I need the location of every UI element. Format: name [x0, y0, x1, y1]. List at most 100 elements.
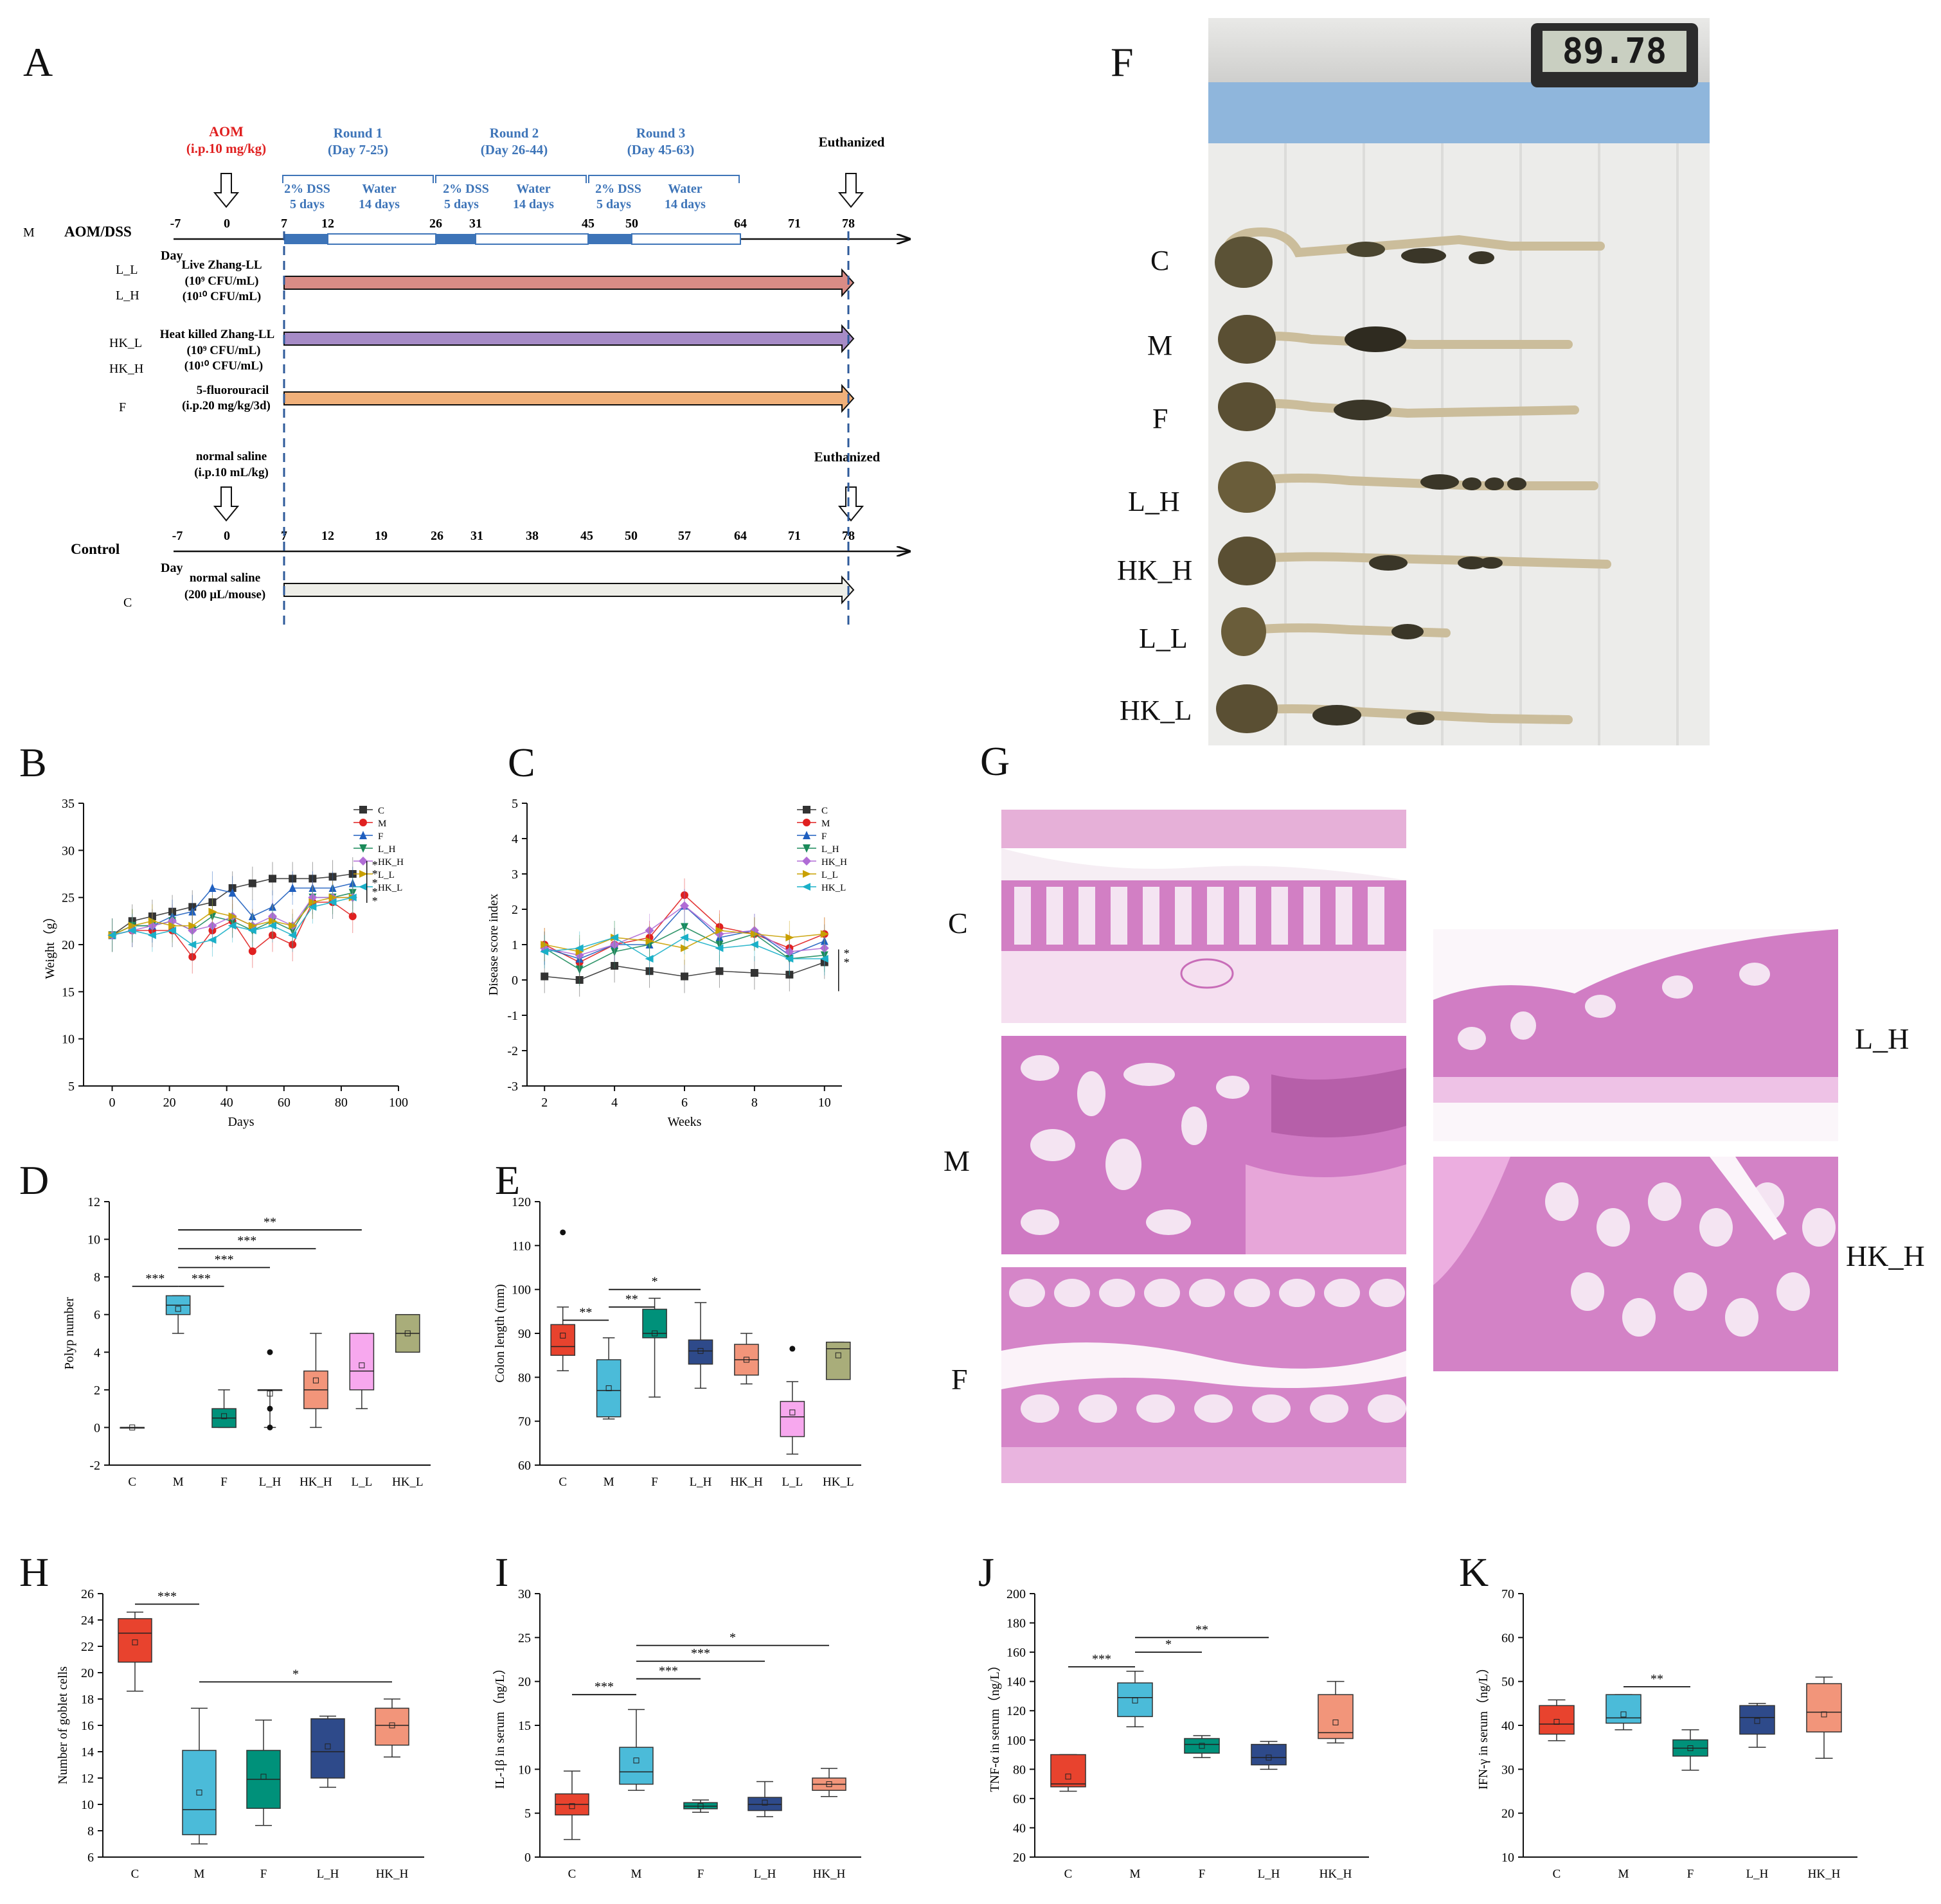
mean-marker — [221, 1413, 228, 1419]
y-tick-label: 6 — [87, 1851, 94, 1865]
y-tick-label: 20 — [1501, 1807, 1514, 1821]
data-point — [803, 806, 810, 814]
data-point — [680, 934, 688, 941]
heat-dose-1: (10⁹ CFU/mL) — [187, 344, 261, 357]
y-tick-label: 12 — [87, 1195, 100, 1209]
mean-marker — [1553, 1719, 1560, 1725]
outlier-point — [267, 1424, 273, 1430]
sig-label: *** — [659, 1664, 678, 1678]
svg-text:64: 64 — [734, 217, 747, 231]
top-ticks: -7 0 7 12 26 31 45 50 64 71 78 — [170, 217, 855, 231]
data-point — [541, 941, 550, 948]
data-point — [575, 965, 584, 974]
data-point — [359, 806, 367, 814]
fu-dose: (i.p.20 mg/kg/3d) — [182, 399, 271, 413]
histology-m — [1001, 1036, 1406, 1254]
mean-marker — [762, 1799, 768, 1806]
x-tick-label: C — [128, 1475, 136, 1489]
x-tick-label: C — [559, 1475, 567, 1489]
y-tick-label: -2 — [89, 1459, 100, 1473]
data-point — [785, 934, 794, 941]
x-tick-label: C — [131, 1867, 139, 1881]
round2-water: Water — [516, 182, 550, 196]
y-tick-label: 160 — [1006, 1646, 1026, 1660]
svg-text:78: 78 — [842, 217, 855, 231]
data-point — [348, 893, 357, 902]
caliper-reading: 89.78 — [1543, 31, 1686, 72]
svg-text:50: 50 — [625, 217, 638, 231]
round3-dss-days: 5 days — [596, 197, 631, 211]
mean-marker — [1687, 1745, 1694, 1752]
data-point — [715, 944, 724, 952]
data-point — [188, 921, 197, 930]
box-HK_H — [1806, 1683, 1842, 1732]
m-label: M — [23, 226, 35, 240]
dss-water-bars — [284, 233, 741, 245]
aom-arrow-icon — [213, 173, 240, 208]
data-point — [208, 884, 217, 892]
live-treatment-bar — [283, 268, 855, 298]
y-tick-label: 30 — [518, 1587, 531, 1601]
panel-label-k: K — [1459, 1549, 1489, 1595]
data-point — [268, 921, 276, 930]
data-point — [359, 857, 368, 866]
round2-dss: 2% DSS — [443, 182, 489, 196]
data-point — [208, 907, 217, 916]
legend-label: L_L — [821, 870, 838, 880]
x-tick-label: L_H — [1746, 1867, 1769, 1881]
mean-marker — [260, 1774, 267, 1780]
data-point — [359, 844, 367, 853]
data-point — [802, 857, 811, 866]
mean-marker — [196, 1790, 202, 1796]
box-HK_L — [825, 1341, 851, 1380]
legend-label: F — [378, 832, 383, 842]
y-tick-label: 30 — [62, 844, 75, 858]
panel-label-g: G — [980, 738, 1010, 784]
data-point — [188, 926, 197, 935]
x-tick-label: HK_H — [1808, 1867, 1841, 1881]
ifng-box-chart: 10 20 30 40 50 60 70 IFN-γ in serum（ng/L） C M F L_H… — [1476, 1587, 1857, 1881]
y-tick-label: 10 — [518, 1763, 531, 1777]
y-tick-label: 25 — [62, 891, 75, 905]
data-point — [208, 921, 217, 930]
mean-marker — [175, 1306, 181, 1312]
box-F — [1184, 1738, 1220, 1754]
x-tick-label: HK_L — [392, 1475, 424, 1489]
box-C — [1539, 1705, 1575, 1735]
photo-label-m: M — [1147, 330, 1173, 361]
x-tick-label: HK_L — [823, 1475, 854, 1489]
data-point — [188, 941, 197, 948]
sig-label: ** — [625, 1292, 638, 1306]
mean-marker — [835, 1352, 841, 1358]
saline-dose: (i.p.10 mL/kg) — [194, 466, 269, 479]
legend-label: C — [821, 806, 828, 816]
histology-label-c: C — [948, 907, 968, 939]
data-point — [168, 921, 177, 930]
y-axis-label: Weight（g） — [42, 910, 57, 979]
data-point — [269, 875, 276, 883]
mean-marker — [697, 1803, 704, 1810]
legend-label: L_H — [378, 844, 396, 855]
y-tick-label: 60 — [1013, 1792, 1026, 1806]
data-point — [288, 931, 297, 939]
group-f: F — [119, 400, 126, 414]
aom-title: AOM — [209, 123, 244, 139]
data-point — [803, 844, 810, 853]
svg-text:45: 45 — [582, 217, 595, 231]
svg-text:71: 71 — [788, 217, 801, 231]
round2-dss-days: 5 days — [444, 197, 479, 211]
blue-tape — [1208, 82, 1710, 143]
data-point — [309, 898, 318, 906]
x-tick-label: 2 — [541, 1096, 548, 1110]
outlier-point — [267, 1405, 273, 1412]
euth-arrow-icon-bottom — [837, 486, 864, 522]
svg-text:45: 45 — [580, 529, 593, 543]
round2-days: (Day 26-44) — [481, 142, 548, 157]
round1-water-days: 14 days — [359, 197, 400, 211]
data-point — [269, 902, 276, 911]
y-tick-label: 6 — [94, 1308, 100, 1322]
data-point — [168, 907, 177, 916]
sig-label: *** — [237, 1234, 256, 1248]
sig-star: * — [372, 867, 378, 880]
round1-dss: 2% DSS — [284, 182, 330, 196]
